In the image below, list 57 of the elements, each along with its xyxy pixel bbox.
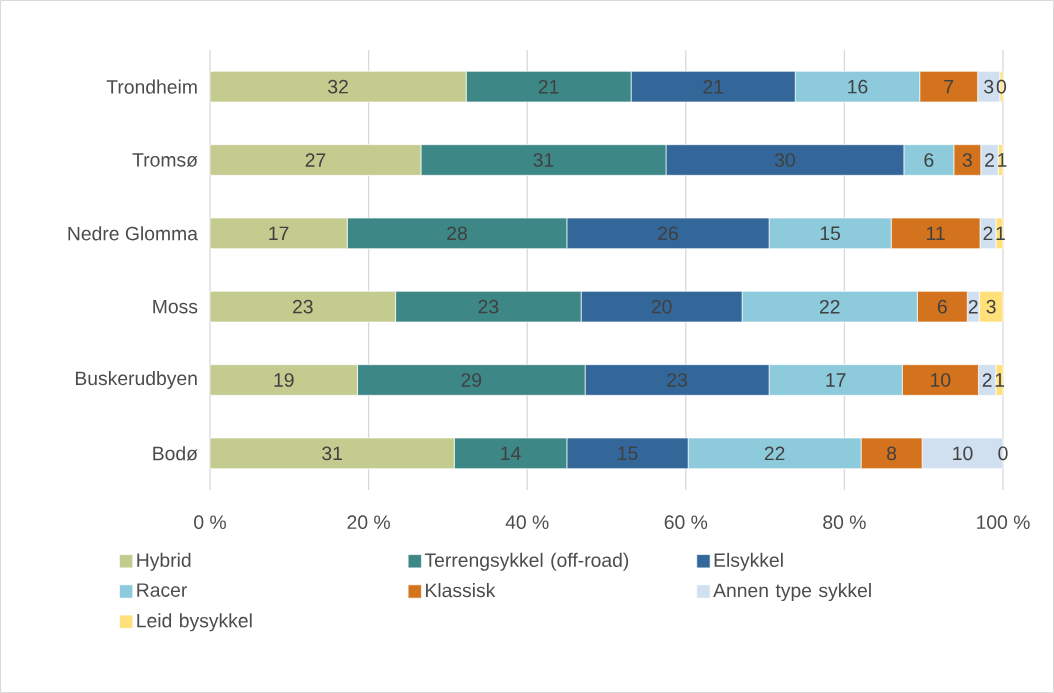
data-label: 2 [985, 153, 994, 167]
legend-label: Hybrid [137, 552, 191, 571]
x-tick-label: 60 % [664, 515, 708, 530]
data-label: 22 [819, 299, 840, 314]
legend-label: Terrengsykkel (off-road) [424, 552, 629, 571]
data-label: 3 [984, 79, 994, 94]
data-label: 23 [293, 299, 313, 314]
data-label: 2 [982, 373, 992, 387]
data-label: 23 [478, 299, 499, 314]
data-label: 17 [269, 226, 289, 240]
data-label: 31 [533, 153, 554, 167]
data-label: 29 [461, 373, 482, 387]
x-tick-label: 40 % [505, 515, 549, 530]
data-label: 10 [953, 446, 973, 461]
x-tick-label: 100 % [977, 515, 1030, 530]
y-tick-label: Bodø [153, 446, 198, 461]
y-tick-label: Trondheim [106, 79, 197, 94]
data-label: 10 [931, 373, 951, 387]
data-label: 27 [305, 153, 326, 167]
data-label: 2 [968, 299, 978, 314]
data-label: 26 [658, 226, 678, 241]
data-label: 2 [983, 226, 993, 241]
data-label: 17 [826, 373, 846, 387]
data-label: 20 [651, 299, 672, 314]
data-label: 30 [774, 153, 795, 167]
data-label: 14 [501, 446, 521, 460]
data-label: 6 [937, 299, 947, 314]
x-tick-label: 0 % [194, 515, 226, 530]
legend-label: Elsykkel [714, 552, 783, 571]
data-label: 15 [820, 226, 841, 241]
y-tick-label: Tromsø [132, 153, 198, 167]
data-label: 23 [667, 373, 687, 387]
data-label: 16 [848, 79, 868, 94]
data-label: 11 [927, 226, 945, 240]
y-tick-label: Nedre Glomma [68, 226, 198, 241]
data-label: 22 [764, 446, 785, 461]
data-label: 19 [274, 373, 294, 387]
data-label: 3 [962, 153, 972, 167]
legend-label: Leid bysykkel [137, 613, 252, 632]
y-tick-label: Buskerudbyen [75, 370, 197, 390]
data-label: 28 [447, 226, 467, 241]
y-tick-label: Moss [153, 299, 198, 314]
legend-label: Racer [137, 583, 188, 597]
legend-label: Annen type sykkel [713, 583, 871, 602]
data-label: 31 [322, 446, 342, 461]
x-tick-label: 20 % [347, 515, 390, 530]
x-tick-label: 80 % [823, 515, 866, 530]
legend-label: Klassisk [426, 583, 496, 598]
data-label: 7 [944, 80, 954, 94]
data-label: 21 [703, 79, 723, 94]
data-label: 6 [924, 153, 934, 167]
data-label: 32 [328, 79, 348, 94]
data-label: 0 [998, 446, 1008, 461]
data-label: 15 [618, 446, 638, 461]
data-label: 21 [538, 79, 559, 94]
data-label: 3 [986, 299, 996, 314]
data-label: 8 [887, 446, 897, 461]
